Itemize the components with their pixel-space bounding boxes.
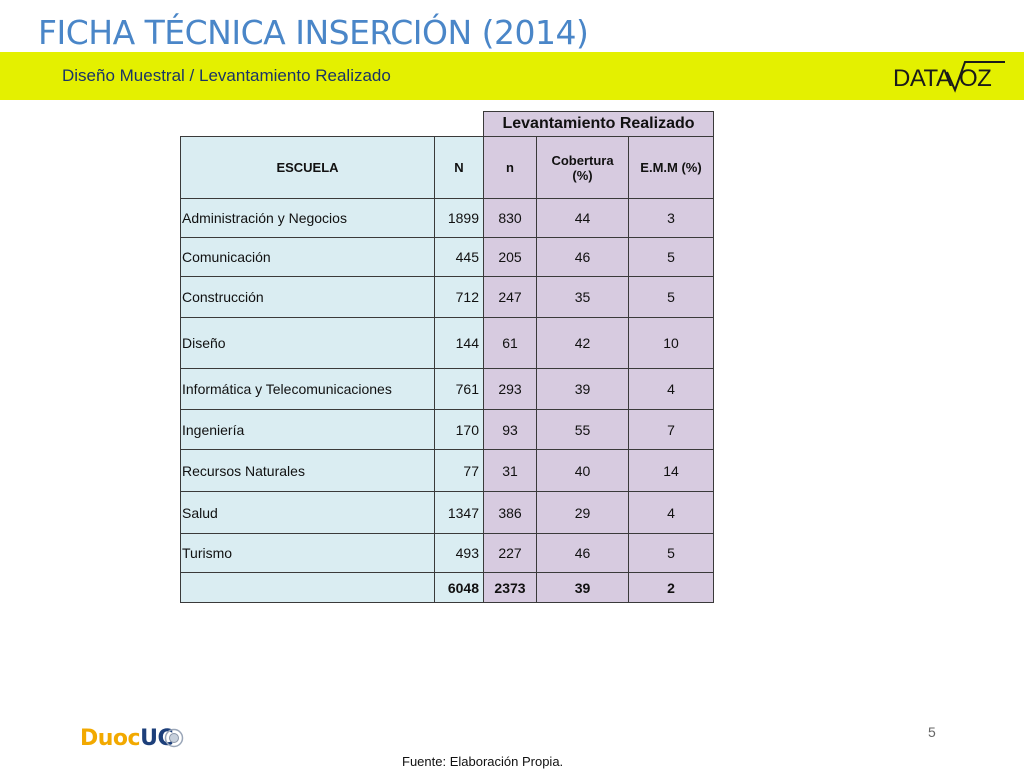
page-subtitle: Diseño Muestral / Levantamiento Realizad…	[62, 66, 391, 85]
header-band	[0, 52, 1024, 100]
table-row: Comunicación 445 205 46 5	[180, 237, 714, 277]
cell-n: 93	[483, 409, 537, 450]
cell-cobertura: 46	[536, 237, 629, 277]
cell-escuela: Construcción	[180, 276, 435, 318]
total-emm: 2	[628, 572, 714, 603]
col-header-N: N	[434, 136, 484, 199]
cell-cobertura: 40	[536, 449, 629, 492]
cell-cobertura: 46	[536, 533, 629, 573]
cell-emm: 5	[628, 276, 714, 318]
cell-n: 227	[483, 533, 537, 573]
source-note: Fuente: Elaboración Propia.	[402, 754, 564, 769]
cell-N: 1347	[434, 491, 484, 534]
page-title: FICHA TÉCNICA INSERCIÓN (2014)	[38, 13, 589, 52]
total-n: 2373	[483, 572, 537, 603]
cell-n: 386	[483, 491, 537, 534]
total-cobertura: 39	[536, 572, 629, 603]
table-row: Recursos Naturales 77 31 40 14	[180, 449, 714, 492]
cell-emm: 4	[628, 491, 714, 534]
cell-cobertura: 44	[536, 198, 629, 238]
cell-n: 31	[483, 449, 537, 492]
cell-n: 205	[483, 237, 537, 277]
total-N: 6048	[434, 572, 484, 603]
cell-escuela: Comunicación	[180, 237, 435, 277]
cell-emm: 4	[628, 368, 714, 410]
cell-N: 712	[434, 276, 484, 318]
col-header-cobertura: Cobertura (%)	[536, 136, 629, 199]
cell-n: 247	[483, 276, 537, 318]
table-row: Salud 1347 386 29 4	[180, 491, 714, 534]
table-row: Administración y Negocios 1899 830 44 3	[180, 198, 714, 238]
total-label	[180, 572, 435, 603]
cell-N: 170	[434, 409, 484, 450]
cell-escuela: Administración y Negocios	[180, 198, 435, 238]
table-row: Turismo 493 227 46 5	[180, 533, 714, 573]
col-header-escuela: ESCUELA	[180, 136, 435, 199]
cell-N: 77	[434, 449, 484, 492]
col-header-emm: E.M.M (%)	[628, 136, 714, 199]
group-header: Levantamiento Realizado	[483, 111, 714, 137]
cell-cobertura: 35	[536, 276, 629, 318]
cell-emm: 7	[628, 409, 714, 450]
table-row: Informática y Telecomunicaciones 761 293 39…	[180, 368, 714, 410]
page-number: 5	[928, 724, 936, 740]
cell-escuela: Recursos Naturales	[180, 449, 435, 492]
cell-N: 493	[434, 533, 484, 573]
cell-n: 830	[483, 198, 537, 238]
cell-cobertura: 42	[536, 317, 629, 369]
cell-N: 1899	[434, 198, 484, 238]
datavoz-logo: DATA OZ	[893, 61, 1005, 93]
table-row: Ingeniería 170 93 55 7	[180, 409, 714, 450]
col-header-n: n	[483, 136, 537, 199]
cell-escuela: Diseño	[180, 317, 435, 369]
cell-N: 761	[434, 368, 484, 410]
cell-cobertura: 39	[536, 368, 629, 410]
cell-cobertura: 55	[536, 409, 629, 450]
levantamiento-table: Levantamiento Realizado ESCUELA N n Cobe…	[180, 111, 714, 603]
cell-n: 61	[483, 317, 537, 369]
total-row: 6048 2373 39 2	[180, 572, 714, 603]
cell-cobertura: 29	[536, 491, 629, 534]
cell-N: 144	[434, 317, 484, 369]
cell-N: 445	[434, 237, 484, 277]
seal-icon	[164, 728, 184, 748]
cell-n: 293	[483, 368, 537, 410]
table-row: Construcción 712 247 35 5	[180, 276, 714, 318]
cell-emm: 5	[628, 533, 714, 573]
cell-escuela: Turismo	[180, 533, 435, 573]
duocuc-logo: DuocUC	[80, 726, 174, 751]
cell-escuela: Salud	[180, 491, 435, 534]
cell-emm: 3	[628, 198, 714, 238]
table-row: Diseño 144 61 42 10	[180, 317, 714, 369]
svg-text:OZ: OZ	[959, 65, 991, 92]
svg-text:DATA: DATA	[893, 65, 952, 92]
cell-emm: 10	[628, 317, 714, 369]
uc-logo-text: UC	[140, 726, 174, 751]
cell-escuela: Ingeniería	[180, 409, 435, 450]
cell-emm: 5	[628, 237, 714, 277]
cell-emm: 14	[628, 449, 714, 492]
cell-escuela: Informática y Telecomunicaciones	[180, 368, 435, 410]
duoc-logo-text: Duoc	[80, 726, 141, 751]
